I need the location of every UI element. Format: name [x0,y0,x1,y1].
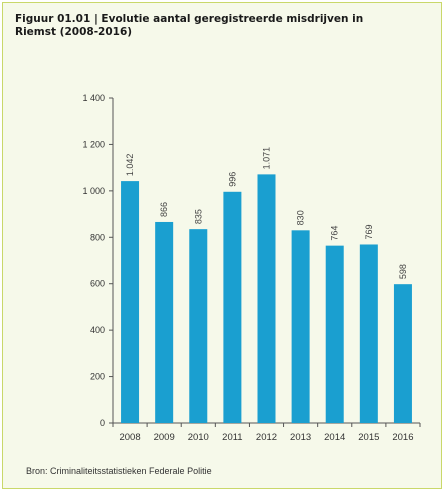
figure-title-line-1: Figuur 01.01 | Evolutie aantal geregistr… [15,13,364,25]
figure-title: Figuur 01.01 | Evolutie aantal geregistr… [15,13,445,39]
data-label: 764 [330,226,340,241]
x-tick-label: 2015 [358,432,379,443]
bar [189,229,208,423]
bar [223,191,242,423]
bar [257,174,276,423]
x-tick-label: 2010 [188,432,209,443]
y-tick-label: 400 [90,325,105,335]
data-label: 1.042 [125,154,135,177]
bar [291,230,310,423]
bar [359,244,378,423]
y-tick-label: 0 [100,418,105,428]
data-label: 1.071 [262,147,272,170]
data-label: 830 [296,210,306,225]
y-tick-label: 1 200 [82,139,105,149]
figure-title-line-2: Riemst (2008-2016) [15,26,133,38]
x-tick-label: 2016 [392,432,413,443]
x-tick-label: 2008 [119,432,140,443]
data-label: 835 [193,209,203,224]
y-tick-label: 600 [90,279,105,289]
source-note: Bron: Criminaliteitsstatistieken Federal… [26,466,212,476]
bar [155,221,174,423]
x-tick-label: 2013 [290,432,311,443]
data-label: 769 [364,224,374,239]
data-label: 866 [159,202,169,217]
data-label: 996 [227,172,237,187]
y-tick-label: 200 [90,372,105,382]
y-tick-label: 800 [90,232,105,242]
y-tick-label: 1 400 [82,93,105,103]
x-tick-label: 2014 [324,432,345,443]
x-tick-label: 2009 [154,432,175,443]
bar [121,181,140,423]
bar [393,284,412,423]
y-tick-label: 1 000 [82,186,105,196]
data-label: 598 [398,264,408,279]
x-tick-label: 2012 [256,432,277,443]
bar [325,245,344,423]
x-tick-label: 2011 [222,432,242,443]
